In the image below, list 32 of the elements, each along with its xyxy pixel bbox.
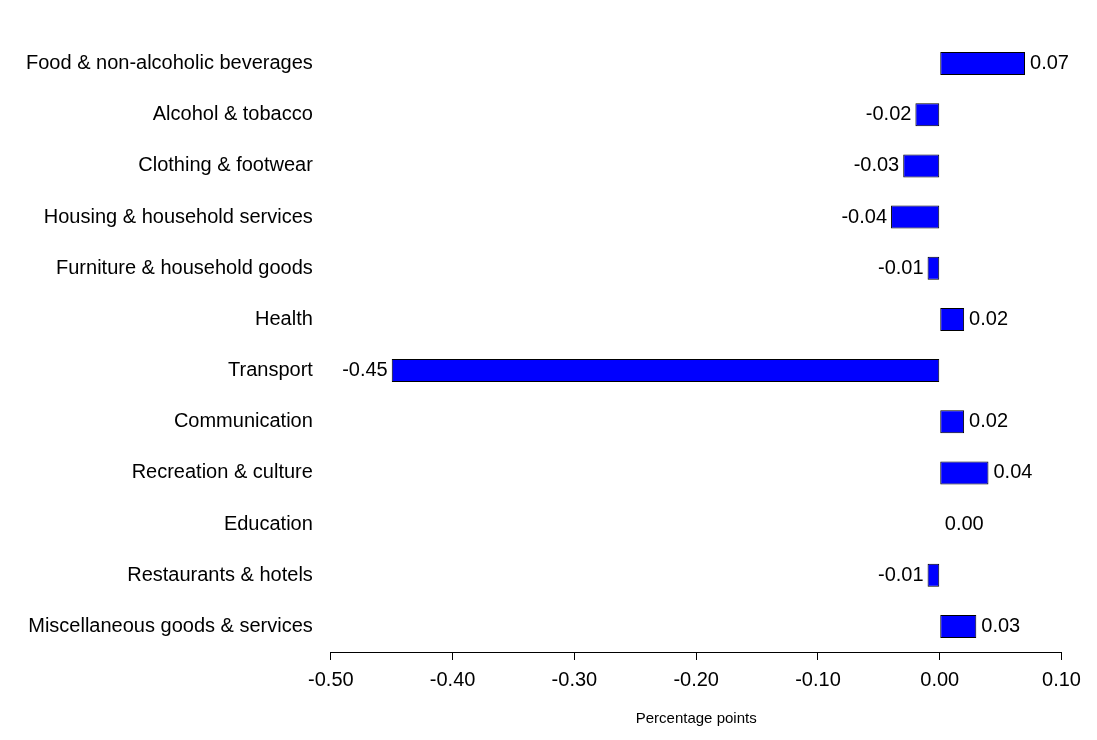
y-tick-label: Education <box>223 511 313 534</box>
y-tick-label: Communication <box>173 409 313 432</box>
x-tick-label: -0.30 <box>551 667 598 690</box>
y-tick-label: Restaurants & hotels <box>127 562 313 585</box>
data-label: 0.02 <box>969 409 1009 432</box>
data-label: -0.04 <box>841 204 888 227</box>
y-tick-label: Food & non-alcoholic beverages <box>25 51 313 74</box>
y-tick-label: Health <box>255 306 313 329</box>
data-label: -0.45 <box>342 358 388 381</box>
y-tick-label: Recreation & culture <box>131 460 313 483</box>
x-tick-label: -0.50 <box>308 667 354 690</box>
data-label: 0.03 <box>981 613 1021 636</box>
y-tick-label: Housing & household services <box>43 204 313 227</box>
x-axis-title: Percentage points <box>635 709 757 727</box>
x-tick-label: 0.00 <box>920 667 960 690</box>
data-label: 0.02 <box>969 306 1009 329</box>
x-tick-label: -0.20 <box>673 667 719 690</box>
data-label: -0.03 <box>853 153 900 176</box>
data-label: -0.01 <box>877 255 924 278</box>
y-tick-label: Clothing & footwear <box>138 153 314 176</box>
data-label: 0.00 <box>944 511 984 534</box>
y-tick-label: Furniture & household goods <box>56 255 313 278</box>
x-tick-label: 0.10 <box>1042 667 1082 690</box>
data-label: 0.04 <box>993 460 1033 483</box>
data-label: 0.07 <box>1030 51 1069 74</box>
x-tick-label: -0.40 <box>429 667 476 690</box>
y-tick-label: Alcohol & tobacco <box>152 102 313 125</box>
data-label: -0.02 <box>865 102 912 125</box>
x-tick-label: -0.10 <box>795 667 841 690</box>
y-tick-label: Miscellaneous goods & services <box>28 613 313 636</box>
y-tick-label: Transport <box>228 358 314 381</box>
data-label: -0.01 <box>877 562 924 585</box>
